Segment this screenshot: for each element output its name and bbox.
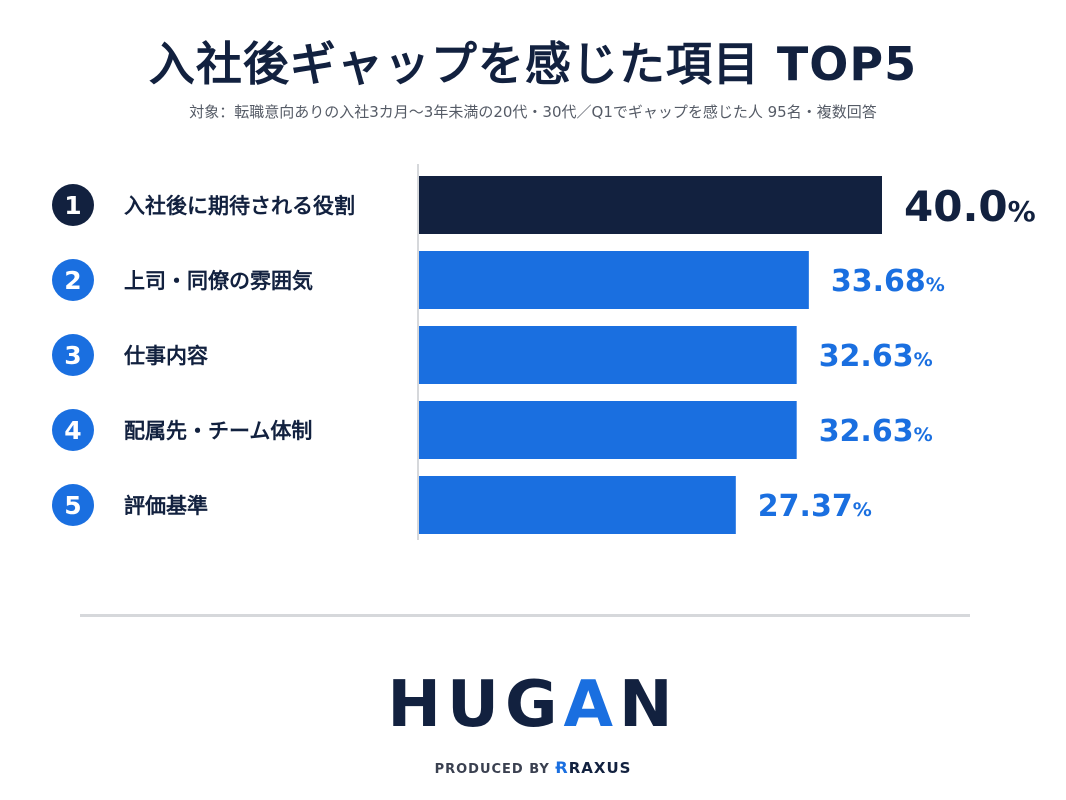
rank-number: 5: [64, 491, 81, 520]
logo-text-accent: A: [563, 668, 620, 742]
rank-number: 4: [64, 416, 81, 445]
bar: [419, 326, 797, 384]
produced-by-label: PRODUCED BY: [434, 762, 550, 777]
value-label: 32.63%: [819, 414, 933, 449]
value-label: 27.37%: [758, 489, 872, 524]
raxus-brand: RAXUS: [568, 759, 632, 777]
logo-text-main: HUG: [387, 668, 564, 742]
category-label: 仕事内容: [123, 344, 208, 368]
raxus-logo-icon: Ɍ: [555, 758, 569, 777]
category-label: 上司・同僚の雰囲気: [124, 269, 313, 293]
chart-subtitle: 対象：転職意向ありの入社3カ月〜3年未満の20代・30代／Q1でギャップを感じた…: [189, 103, 877, 121]
rank-badge: [52, 334, 94, 376]
bar: [419, 176, 882, 234]
rank-badge: [52, 484, 94, 526]
bar: [419, 476, 736, 534]
produced-by: PRODUCED BY ɌRAXUS: [0, 758, 1066, 777]
rank-number: 3: [64, 341, 81, 370]
logo-text-end: N: [619, 668, 679, 742]
bar-chart: 1 入社後に期待される役割 40.0% 2 上司・同僚の雰囲気 33.68% 3 仕事内容 32…: [52, 164, 1036, 540]
rank-number: 1: [64, 191, 81, 220]
rank-badge: [52, 184, 94, 226]
rank-badge: [52, 259, 94, 301]
value-label: 40.0%: [904, 182, 1036, 231]
divider: [80, 614, 970, 617]
rank-number: 2: [64, 266, 81, 295]
category-label: 入社後に期待される役割: [124, 194, 355, 218]
hugan-logo: HUGAN: [0, 668, 1066, 742]
category-label: 配属先・チーム体制: [124, 419, 312, 443]
category-label: 評価基準: [124, 494, 208, 518]
value-label: 32.63%: [819, 339, 933, 374]
rank-badge: [52, 409, 94, 451]
chart-title: 入社後ギャップを感じた項目 TOP5: [148, 37, 918, 91]
bar: [419, 251, 809, 309]
bar: [419, 401, 797, 459]
value-label: 33.68%: [831, 264, 945, 299]
